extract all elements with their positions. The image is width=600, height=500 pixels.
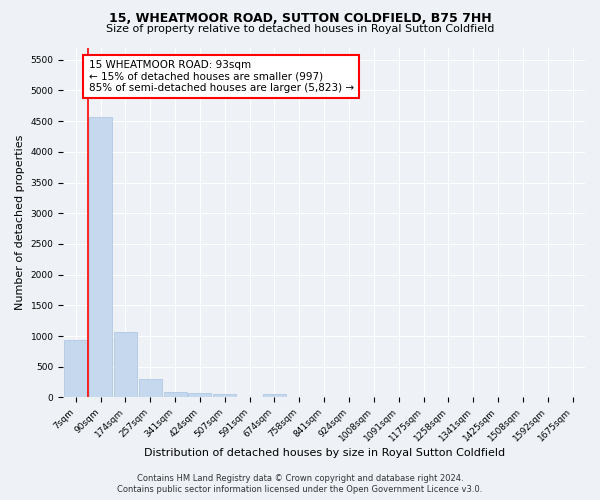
Text: 15, WHEATMOOR ROAD, SUTTON COLDFIELD, B75 7HH: 15, WHEATMOOR ROAD, SUTTON COLDFIELD, B7…	[109, 12, 491, 26]
Bar	[214, 394, 236, 398]
Bar	[139, 379, 161, 398]
Text: 15 WHEATMOOR ROAD: 93sqm
← 15% of detached houses are smaller (997)
85% of semi-: 15 WHEATMOOR ROAD: 93sqm ← 15% of detach…	[89, 60, 354, 93]
Bar	[114, 332, 137, 398]
Bar	[89, 118, 112, 398]
X-axis label: Distribution of detached houses by size in Royal Sutton Coldfield: Distribution of detached houses by size …	[143, 448, 505, 458]
Bar	[164, 392, 187, 398]
Bar	[188, 394, 211, 398]
Bar	[64, 340, 87, 398]
Text: Contains HM Land Registry data © Crown copyright and database right 2024.
Contai: Contains HM Land Registry data © Crown c…	[118, 474, 482, 494]
Bar	[263, 394, 286, 398]
Y-axis label: Number of detached properties: Number of detached properties	[15, 135, 25, 310]
Text: Size of property relative to detached houses in Royal Sutton Coldfield: Size of property relative to detached ho…	[106, 24, 494, 34]
